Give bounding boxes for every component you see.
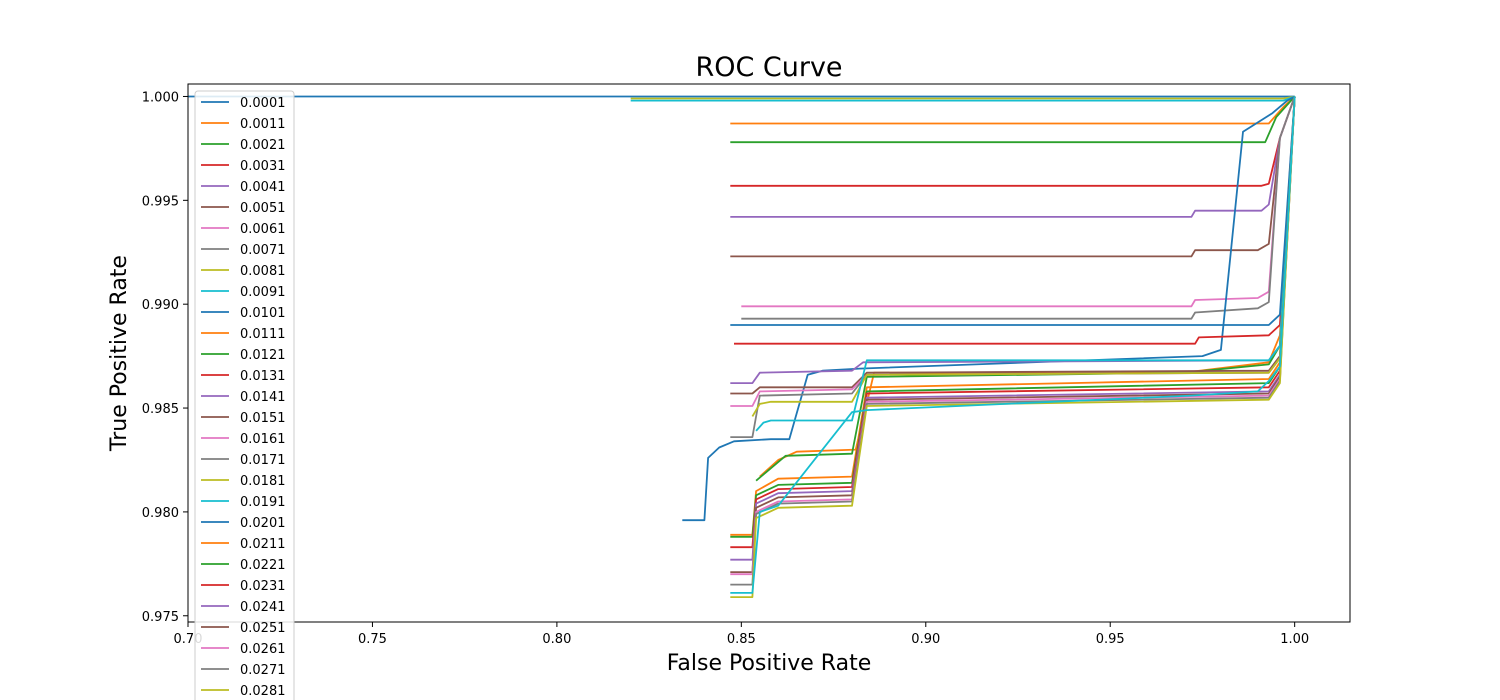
series-line-12	[755, 96, 1296, 482]
legend-label: 0.0211	[240, 537, 286, 552]
legend-label: 0.0271	[240, 663, 286, 678]
series-line-7	[741, 96, 1296, 320]
x-tick-label: 0.95	[1096, 632, 1125, 647]
series-line-20	[730, 96, 1296, 326]
x-axis-title: False Positive Rate	[667, 651, 871, 676]
series-line-4	[730, 96, 1296, 218]
series-line-17	[730, 96, 1296, 439]
x-axis: 0.70 0.75 0.80 0.85 0.90 0.95 1.00	[174, 622, 1309, 647]
series-line-2	[730, 95, 1296, 144]
y-tick-label: 0.985	[142, 402, 179, 417]
series-line-5	[730, 96, 1296, 258]
series-line-19	[755, 96, 1296, 432]
legend: 0.0001 0.0011 0.0021 0.0031 0.0041 0.0051 0.00…	[194, 90, 295, 700]
legend-label: 0.0191	[240, 495, 286, 510]
y-tick-label: 0.975	[142, 610, 179, 625]
legend-label: 0.0221	[240, 558, 286, 573]
y-axis: 0.975 0.980 0.985 0.990 0.995 1.000	[142, 90, 188, 625]
legend-label: 0.0131	[240, 369, 286, 384]
legend-label: 0.0001	[240, 96, 286, 111]
legend-label: 0.0141	[240, 390, 286, 405]
y-tick-label: 0.995	[142, 194, 179, 209]
legend-label: 0.0171	[240, 453, 286, 468]
legend-label: 0.0181	[240, 474, 286, 489]
legend-label: 0.0031	[240, 159, 286, 174]
series-line-21	[730, 96, 1296, 536]
chart-title: ROC Curve	[695, 52, 842, 83]
legend-label: 0.0111	[240, 327, 286, 342]
x-tick-label: 1.00	[1280, 632, 1309, 647]
y-tick-label: 0.990	[142, 298, 179, 313]
legend-label: 0.0011	[240, 117, 286, 132]
legend-label: 0.0261	[240, 642, 286, 657]
x-tick-label: 0.80	[542, 632, 571, 647]
series-line-14	[730, 96, 1296, 385]
legend-label: 0.0051	[240, 201, 286, 216]
x-tick-label: 0.75	[358, 632, 387, 647]
series-layer	[188, 95, 1296, 598]
legend-box	[194, 90, 295, 700]
plot-frame	[187, 83, 1351, 623]
legend-label: 0.0121	[240, 348, 286, 363]
series-line-10	[682, 95, 1296, 522]
series-line-11	[759, 96, 1296, 478]
series-line-6	[741, 96, 1296, 308]
legend-label: 0.0041	[240, 180, 286, 195]
series-line-23	[730, 96, 1296, 549]
y-tick-label: 1.000	[142, 90, 179, 105]
legend-label: 0.0161	[240, 432, 286, 447]
series-line-27	[730, 96, 1296, 586]
legend-label: 0.0241	[240, 600, 286, 615]
legend-label: 0.0101	[240, 306, 286, 321]
legend-label: 0.0151	[240, 411, 286, 426]
series-line-22	[730, 96, 1296, 538]
y-axis-title: True Positive Rate	[107, 255, 132, 452]
legend-label: 0.0091	[240, 285, 286, 300]
legend-label: 0.0071	[240, 243, 286, 258]
legend-label: 0.0231	[240, 579, 286, 594]
legend-label: 0.0061	[240, 222, 286, 237]
series-line-15	[730, 96, 1296, 395]
legend-label: 0.0021	[240, 138, 286, 153]
series-line-28	[730, 96, 1296, 598]
series-line-24	[730, 96, 1296, 561]
y-tick-label: 0.980	[142, 506, 179, 521]
legend-label: 0.0281	[240, 684, 286, 699]
legend-label: 0.0201	[240, 516, 286, 531]
legend-label: 0.0251	[240, 621, 286, 636]
series-line-3	[730, 96, 1296, 187]
legend-label: 0.0081	[240, 264, 286, 279]
x-tick-label: 0.90	[911, 632, 940, 647]
series-line-29	[730, 96, 1296, 594]
x-tick-label: 0.85	[727, 632, 756, 647]
